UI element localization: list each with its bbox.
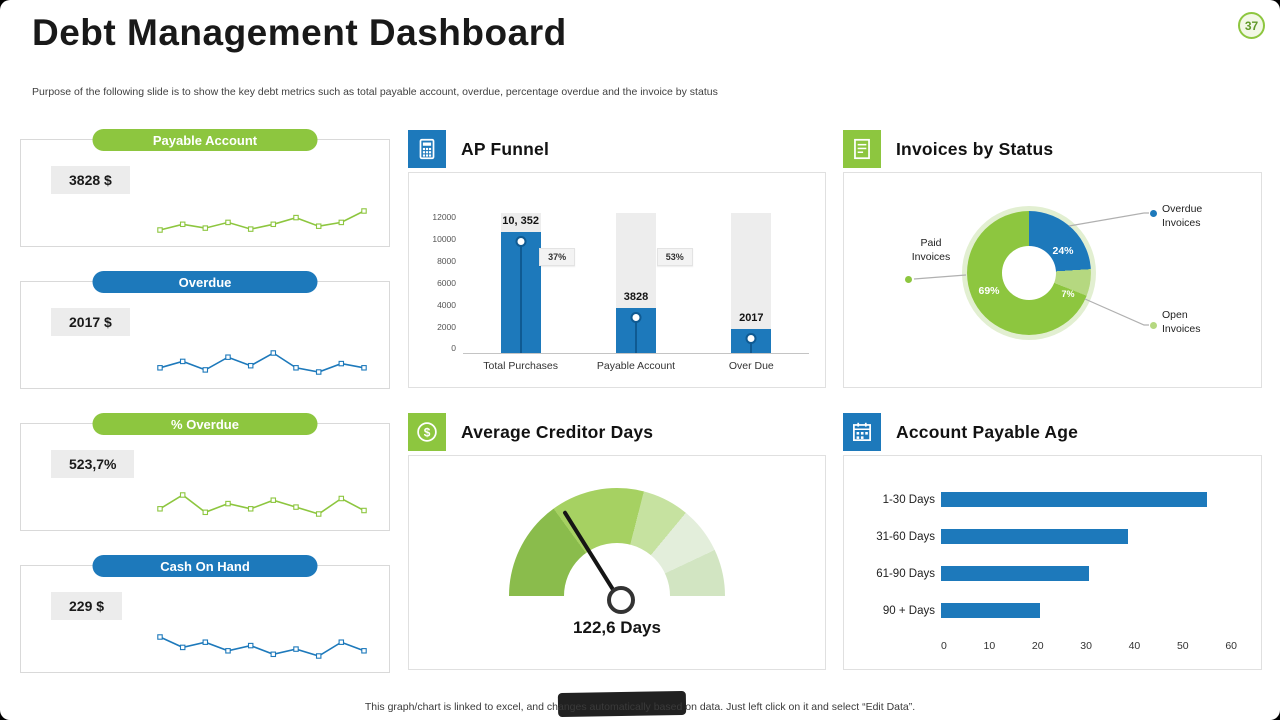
kpi-pill: Payable Account xyxy=(92,129,318,151)
legend-dot-overdue xyxy=(1150,210,1157,217)
footer-note: This graph/chart is linked to excel, and… xyxy=(364,701,916,713)
legend-dot-paid xyxy=(905,276,912,283)
slice-pct-label: 24% xyxy=(1052,245,1074,257)
panel-title: Account Payable Age xyxy=(896,421,1079,442)
hbar-rows: 1-30 Days 31-60 Days 61-90 Days 90 + Days xyxy=(844,456,1261,618)
y-tick-label: 6000 xyxy=(437,277,456,288)
page-number-badge: 37 xyxy=(1238,12,1265,39)
x-tick-label: 10 xyxy=(983,640,996,652)
kpi-value: 523,7% xyxy=(51,450,135,478)
funnel-y-axis: 12000 10000 8000 6000 4000 2000 0 xyxy=(415,213,463,353)
hbar-x-axis: 0 10 20 30 40 50 60 xyxy=(941,640,1237,652)
bar[interactable] xyxy=(941,603,1040,618)
kpi-pill: % Overdue xyxy=(92,413,318,435)
coin-icon: $ xyxy=(408,413,446,451)
bar[interactable] xyxy=(941,492,1208,507)
x-tick-label: 0 xyxy=(941,640,947,652)
sparkline-chart xyxy=(157,492,367,517)
conversion-label: 53% xyxy=(656,248,693,266)
kpi-pill: Overdue xyxy=(92,271,318,293)
hbar-row: 1-30 Days xyxy=(850,492,1237,507)
hbar-row: 31-60 Days xyxy=(850,529,1237,544)
x-tick-label: Payable Account xyxy=(596,360,676,372)
hbar-row: 61-90 Days xyxy=(850,566,1237,581)
funnel-plot-area: 37% 53% 10, 352 3828 2017 xyxy=(463,213,809,354)
sparkline-chart xyxy=(157,634,367,659)
invoice-icon xyxy=(843,130,881,168)
payable-age-chart[interactable]: 1-30 Days 31-60 Days 61-90 Days 90 + Days 0… xyxy=(843,455,1262,670)
x-tick-label: 60 xyxy=(1225,640,1237,652)
hbar-category-label: 90 + Days xyxy=(882,604,935,617)
bar-value-label: 2017 xyxy=(739,312,764,325)
panel-title: Average Creditor Days xyxy=(461,421,654,442)
invoices-chart[interactable]: 24% 7% 69% Overdue Invoices Open Invoice… xyxy=(843,172,1262,388)
y-tick-label: 8000 xyxy=(437,255,456,266)
conversion-label: 37% xyxy=(539,248,576,266)
x-tick-label: 50 xyxy=(1176,640,1189,652)
y-tick-label: 12000 xyxy=(432,212,456,222)
gauge-knob xyxy=(607,586,635,614)
x-tick-label: Total Purchases xyxy=(483,360,559,372)
kpi-card-overdue[interactable]: Overdue 2017 $ xyxy=(20,271,390,389)
panel-title: AP Funnel xyxy=(461,138,550,159)
invoices-header: Invoices by Status xyxy=(843,130,1053,168)
slice-pct-label: 69% xyxy=(978,285,1000,297)
hbar-category-label: 1-30 Days xyxy=(882,493,935,506)
payable-age-header: Account Payable Age xyxy=(843,413,1078,451)
x-tick-label: 40 xyxy=(1128,640,1141,652)
funnel-x-labels: Total Purchases Payable Account Over Due xyxy=(463,360,809,372)
bar[interactable] xyxy=(941,566,1089,581)
kpi-value: 229 $ xyxy=(51,592,123,620)
kpi-card-cash-on-hand[interactable]: Cash On Hand 229 $ xyxy=(20,555,390,673)
kpi-card-payable-account[interactable]: Payable Account 3828 $ xyxy=(20,129,390,247)
bar-value-label: 10, 352 xyxy=(502,215,540,228)
ap-funnel-header: AP Funnel xyxy=(408,130,549,168)
hbar-category-label: 31-60 Days xyxy=(876,530,935,543)
panel-title: Invoices by Status xyxy=(896,138,1054,159)
x-tick-label: Over Due xyxy=(728,360,774,372)
hbar-category-label: 61-90 Days xyxy=(876,567,935,580)
creditor-days-header: $ Average Creditor Days xyxy=(408,413,653,451)
gauge: 122,6 Days xyxy=(509,488,725,638)
bar-slot: 10, 352 xyxy=(463,213,578,353)
donut-hole xyxy=(1002,246,1056,300)
kpi-pill: Cash On Hand xyxy=(92,555,318,577)
sparkline-chart xyxy=(157,350,367,375)
ap-funnel-chart[interactable]: 12000 10000 8000 6000 4000 2000 0 37% 53% 10, … xyxy=(408,172,826,388)
bar[interactable] xyxy=(615,308,656,353)
bar[interactable] xyxy=(500,232,541,353)
legend-label-paid: Paid Invoices xyxy=(911,237,951,263)
bar-slot: 3828 xyxy=(578,213,693,353)
legend-label-overdue: Overdue Invoices xyxy=(1162,203,1203,229)
bar-slot: 2017 xyxy=(694,213,809,353)
calendar-icon xyxy=(843,413,881,451)
kpi-value: 3828 $ xyxy=(51,166,130,194)
creditor-days-chart[interactable]: 122,6 Days xyxy=(408,455,826,670)
donut-chart: 24% 7% 69% xyxy=(967,211,1091,335)
y-tick-label: 0 xyxy=(451,343,456,354)
bar-value-label: 3828 xyxy=(623,291,649,304)
kpi-card-pct-overdue[interactable]: % Overdue 523,7% xyxy=(20,413,390,531)
y-tick-label: 4000 xyxy=(437,299,456,310)
page-number: 37 xyxy=(1244,18,1259,33)
sparkline-chart xyxy=(157,208,367,233)
legend-label-open: Open Invoices xyxy=(1162,309,1201,335)
page-title: Debt Management Dashboard xyxy=(32,12,567,53)
kpi-column: Payable Account 3828 $ Overdue 2017 $ % … xyxy=(20,129,390,707)
bar[interactable] xyxy=(731,329,772,353)
hbar-row: 90 + Days xyxy=(850,603,1237,618)
slice-pct-label: 7% xyxy=(1061,289,1075,299)
y-tick-label: 10000 xyxy=(432,233,456,244)
x-tick-label: 30 xyxy=(1080,640,1092,652)
page-subtitle: Purpose of the following slide is to sho… xyxy=(32,86,718,98)
gauge-value: 122,6 Days xyxy=(573,618,661,637)
legend-dot-open xyxy=(1150,322,1157,329)
kpi-value: 2017 $ xyxy=(51,308,130,336)
bar[interactable] xyxy=(941,529,1129,544)
x-tick-label: 20 xyxy=(1031,640,1044,652)
svg-text:$: $ xyxy=(424,425,431,439)
y-tick-label: 2000 xyxy=(437,321,456,332)
calculator-icon xyxy=(408,130,446,168)
